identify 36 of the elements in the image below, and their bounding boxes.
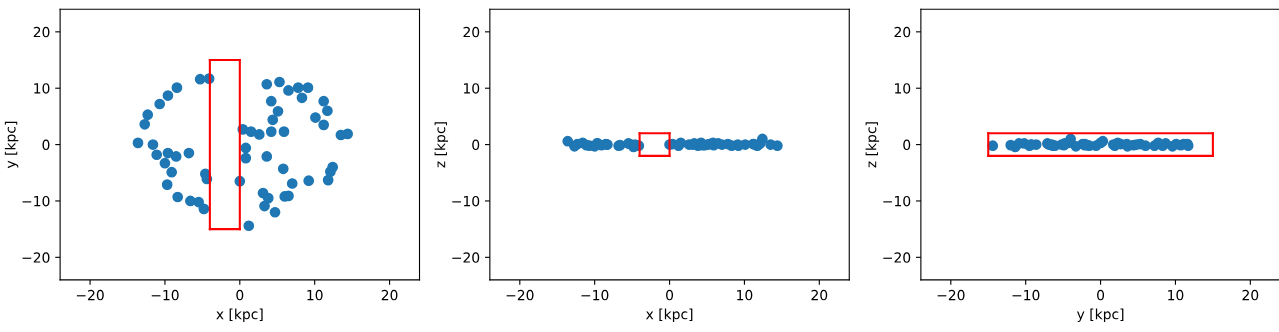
y-tick-label: −20	[452, 252, 480, 263]
y-tick-label: −10	[883, 195, 911, 207]
x-tick-label: 10	[307, 289, 323, 301]
y-tick-label: 20	[463, 26, 480, 38]
x-tick-label: 0	[1097, 289, 1105, 301]
x-tick-label: 20	[1242, 289, 1259, 301]
y-tick-label: −20	[22, 252, 50, 263]
x-tick-label: 10	[737, 289, 753, 301]
y-tick-label: 20	[33, 26, 50, 38]
x-axis-title: x [kpc]	[645, 308, 693, 323]
x-tick-label: 10	[1168, 289, 1184, 301]
y-tick-label: 0	[903, 139, 911, 151]
x-tick-label: 20	[811, 289, 828, 301]
x-axis-title: x [kpc]	[216, 308, 263, 323]
x-tick-label: 0	[666, 289, 674, 301]
x-tick-label: −10	[151, 289, 179, 301]
x-tick-label: 20	[381, 289, 398, 301]
y-axis-title: z [kpc]	[434, 122, 449, 168]
y-tick-label: 10	[34, 83, 50, 94]
y-tick-label: 20	[894, 26, 911, 38]
x-tick-label: −20	[937, 289, 965, 301]
x-axis-title: y [kpc]	[1077, 308, 1124, 323]
y-tick-label: −20	[883, 252, 911, 263]
x-tick-label: −20	[506, 289, 534, 301]
y-tick-label: 10	[463, 83, 480, 94]
x-tick-label: −10	[1012, 289, 1040, 301]
y-tick-label: 10	[895, 83, 911, 94]
y-axis-title: y [kpc]	[4, 121, 19, 169]
y-tick-label: −10	[22, 195, 50, 207]
x-tick-label: −20	[76, 289, 104, 301]
x-tick-label: −10	[581, 289, 609, 301]
y-axis-title: z [kpc]	[865, 122, 880, 168]
y-tick-label: −10	[452, 195, 480, 207]
y-tick-label: 0	[42, 139, 50, 151]
y-tick-label: 0	[472, 139, 480, 151]
x-tick-label: 0	[236, 289, 244, 301]
